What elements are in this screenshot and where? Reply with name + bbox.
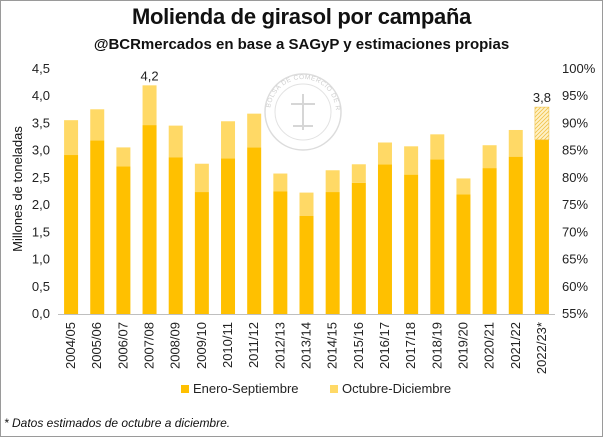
- legend-swatch: [181, 385, 189, 393]
- bar-enero-septiembre: [247, 147, 262, 314]
- legend-label: Octubre-Diciembre: [342, 381, 451, 396]
- y-tick-label: 4,0: [32, 88, 50, 103]
- bar-octubre-diciembre: [351, 164, 366, 183]
- bar-enero-septiembre: [482, 168, 497, 314]
- bar-enero-septiembre: [116, 166, 131, 314]
- bar-enero-septiembre: [90, 140, 105, 314]
- x-tick-label: 2022/23*: [534, 322, 549, 374]
- data-labels: 4,2 3,8: [141, 68, 551, 105]
- x-tick-label: 2006/07: [115, 322, 130, 369]
- x-tick-label: 2016/17: [377, 322, 392, 369]
- y-tick-label: 2,5: [32, 170, 50, 185]
- x-axis: 2004/05 2005/06 2006/07 2007/08 2008/09 2009/…: [58, 314, 555, 374]
- footnote: * Datos estimados de octubre a diciembre…: [4, 416, 231, 430]
- bars: [64, 85, 550, 314]
- bar-octubre-diciembre: [456, 178, 471, 195]
- y2-tick-label: 85%: [562, 143, 588, 158]
- x-tick-label: 2011/12: [246, 322, 261, 368]
- bar-enero-septiembre: [168, 157, 183, 314]
- x-tick-label: 2019/20: [455, 322, 470, 369]
- bar-enero-septiembre: [351, 182, 366, 314]
- bar-octubre-diciembre: [534, 106, 550, 141]
- bar-enero-septiembre: [508, 156, 523, 314]
- bar-enero-septiembre: [534, 139, 549, 314]
- chart-subtitle: @BCRmercados en base a SAGyP y estimacio…: [93, 36, 510, 53]
- bar-octubre-diciembre: [247, 113, 262, 148]
- legend-swatch: [330, 385, 338, 393]
- data-label: 3,8: [533, 90, 551, 105]
- bar-enero-septiembre: [456, 194, 471, 314]
- x-tick-label: 2017/18: [403, 322, 418, 369]
- x-tick-label: 2015/16: [351, 322, 366, 369]
- bar-octubre-diciembre: [273, 173, 288, 192]
- y2-tick-label: 70%: [562, 224, 588, 239]
- bar-enero-septiembre: [221, 158, 236, 314]
- bar-octubre-diciembre: [116, 147, 131, 167]
- x-tick-label: 2014/15: [325, 322, 340, 369]
- bar-octubre-diciembre: [482, 145, 497, 169]
- legend: Enero-Septiembre Octubre-Diciembre: [181, 381, 451, 396]
- x-tick-label: 2004/05: [63, 322, 78, 369]
- data-label: 4,2: [141, 68, 159, 83]
- y2-tick-label: 75%: [562, 197, 588, 212]
- bar-octubre-diciembre: [404, 146, 419, 175]
- bar-octubre-diciembre: [221, 121, 236, 159]
- x-tick-label: 2010/11: [220, 322, 235, 368]
- bar-octubre-diciembre: [508, 129, 523, 157]
- bar-enero-septiembre: [404, 174, 419, 314]
- x-tick-label: 2018/19: [429, 322, 444, 369]
- y-tick-label: 3,5: [32, 115, 50, 130]
- x-tick-label: 2020/21: [482, 322, 497, 369]
- y-tick-label: 3,0: [32, 143, 50, 158]
- y-tick-label: 2,0: [32, 197, 50, 212]
- y-axis-label: Millones de toneladas: [10, 126, 25, 252]
- bar-octubre-diciembre: [168, 125, 183, 158]
- seal-text: BOLSA DE COMERCIO DE ROSARIO: [0, 0, 341, 111]
- y-tick-label: 1,5: [32, 224, 50, 239]
- y2-tick-label: 65%: [562, 252, 588, 267]
- bar-enero-septiembre: [430, 159, 445, 314]
- bar-octubre-diciembre: [377, 142, 392, 165]
- x-tick-label: 2009/10: [194, 322, 209, 369]
- y2-tick-label: 80%: [562, 170, 588, 185]
- bar-enero-septiembre: [299, 216, 314, 314]
- y-tick-label: 1,0: [32, 252, 50, 267]
- bar-enero-septiembre: [142, 125, 157, 314]
- bar-octubre-diciembre: [430, 134, 445, 160]
- x-tick-label: 2013/14: [299, 322, 314, 369]
- y-tick-label: 0,0: [32, 306, 50, 321]
- y2-tick-label: 100%: [562, 61, 596, 76]
- x-tick-label: 2008/09: [168, 322, 183, 369]
- bar-octubre-diciembre: [142, 85, 157, 126]
- bar-enero-septiembre: [194, 192, 209, 314]
- bar-octubre-diciembre: [194, 163, 209, 193]
- seal-inner-ring: [274, 83, 332, 141]
- bar-enero-septiembre: [273, 191, 288, 314]
- bar-octubre-diciembre: [325, 170, 340, 193]
- bar-enero-septiembre: [64, 155, 79, 314]
- x-tick-label: 2021/22: [508, 322, 523, 369]
- bar-octubre-diciembre: [64, 120, 79, 156]
- y-tick-label: 0,5: [32, 279, 50, 294]
- x-tick-label: 2005/06: [89, 322, 104, 369]
- bar-enero-septiembre: [325, 192, 340, 314]
- seal-emblem: [291, 94, 315, 130]
- y2-tick-label: 95%: [562, 88, 588, 103]
- chart-title: Molienda de girasol por campaña: [131, 4, 472, 29]
- y2-tick-label: 90%: [562, 115, 588, 130]
- y2-tick-label: 55%: [562, 306, 588, 321]
- y-axis-right: 55% 60% 65% 70% 75% 80% 85% 90% 95% 100%: [562, 61, 596, 321]
- bar-enero-septiembre: [377, 164, 392, 314]
- y2-tick-label: 60%: [562, 279, 588, 294]
- x-tick-label: 2012/13: [272, 322, 287, 369]
- bar-octubre-diciembre: [299, 192, 314, 216]
- y-axis-left: 0,0 0,5 1,0 1,5 2,0 2,5 3,0 3,5 4,0 4,5: [32, 61, 50, 321]
- x-tick-label: 2007/08: [142, 322, 157, 369]
- legend-label: Enero-Septiembre: [193, 381, 299, 396]
- y-tick-label: 4,5: [32, 61, 50, 76]
- bar-octubre-diciembre: [90, 109, 105, 141]
- seal-outer-ring: [264, 73, 342, 151]
